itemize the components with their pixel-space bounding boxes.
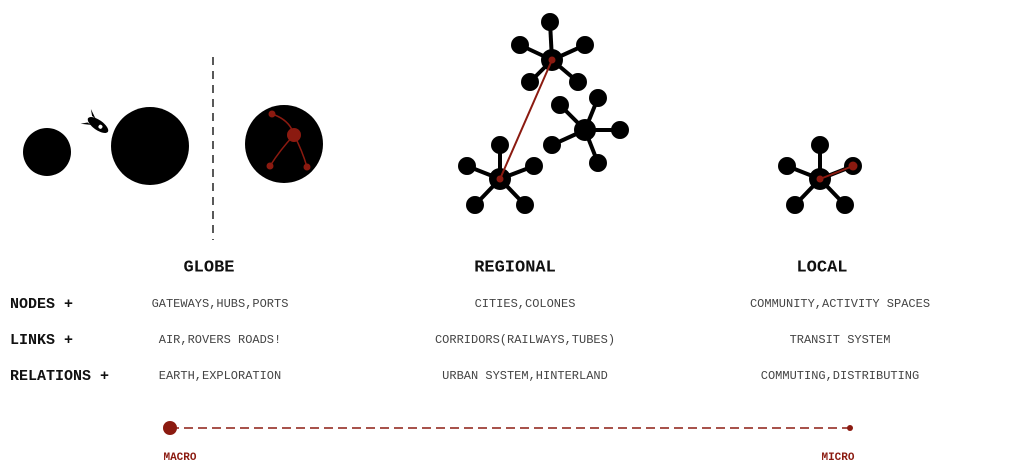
network-end bbox=[786, 196, 804, 214]
red-node bbox=[816, 175, 824, 183]
network-end bbox=[589, 154, 607, 172]
cell: URBAN SYSTEM,HINTERLAND bbox=[442, 369, 608, 383]
small-planet bbox=[23, 128, 71, 176]
network-end bbox=[543, 136, 561, 154]
column-header: LOCAL bbox=[796, 258, 847, 277]
network-end bbox=[551, 96, 569, 114]
network-end bbox=[778, 157, 796, 175]
network-end bbox=[541, 13, 559, 31]
scale-start: MACRO bbox=[163, 452, 196, 464]
network-node bbox=[778, 136, 862, 214]
cell: AIR,ROVERS ROADS! bbox=[159, 333, 281, 347]
cell: EARTH,EXPLORATION bbox=[159, 369, 281, 383]
scale-end: MICRO bbox=[821, 452, 854, 464]
network-hub bbox=[574, 119, 596, 141]
row-label: LINKS + bbox=[10, 332, 73, 349]
planet-network bbox=[245, 105, 323, 183]
cell: COMMUNITY,ACTIVITY SPACES bbox=[750, 297, 930, 311]
network-end bbox=[811, 136, 829, 154]
column-header: GLOBE bbox=[183, 258, 234, 277]
network-node bbox=[511, 13, 594, 91]
rocket bbox=[80, 109, 109, 134]
cell: TRANSIT SYSTEM bbox=[790, 333, 891, 347]
cell: COMMUTING,DISTRIBUTING bbox=[761, 369, 919, 383]
row-label: NODES + bbox=[10, 296, 73, 313]
local-link bbox=[819, 165, 854, 180]
cell: GATEWAYS,HUBS,PORTS bbox=[152, 297, 289, 311]
large-planet bbox=[111, 107, 189, 185]
network-node bbox=[543, 89, 629, 172]
row-label: RELATIONS + bbox=[10, 368, 109, 385]
planet-nodes bbox=[266, 110, 311, 171]
column-header: REGIONAL bbox=[474, 258, 556, 277]
network-end bbox=[511, 36, 529, 54]
red-node bbox=[848, 161, 858, 171]
network-end bbox=[589, 89, 607, 107]
red-node bbox=[496, 175, 504, 183]
regional-link bbox=[499, 59, 553, 180]
network-end bbox=[466, 196, 484, 214]
network-end bbox=[611, 121, 629, 139]
network-end bbox=[576, 36, 594, 54]
micro-dot bbox=[847, 425, 853, 431]
network-end bbox=[569, 73, 587, 91]
network-end bbox=[836, 196, 854, 214]
network-end bbox=[458, 157, 476, 175]
network-end bbox=[491, 136, 509, 154]
macro-dot bbox=[163, 421, 177, 435]
network-end bbox=[516, 196, 534, 214]
network-end bbox=[525, 157, 543, 175]
network-node bbox=[458, 136, 543, 214]
red-node bbox=[548, 56, 556, 64]
cell: CORRIDORS(RAILWAYS,TUBES) bbox=[435, 333, 615, 347]
network-end bbox=[521, 73, 539, 91]
cell: CITIES,COLONES bbox=[475, 297, 576, 311]
